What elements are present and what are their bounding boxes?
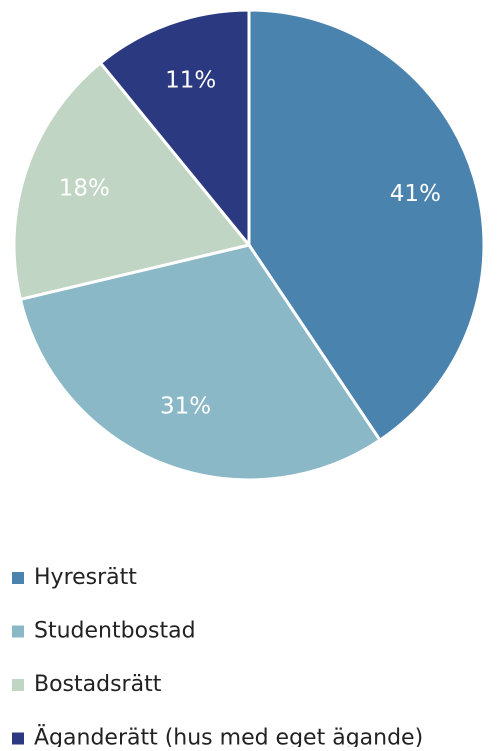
pie-slice [98,8,251,250]
legend-label: Äganderätt (hus med eget ägande) [34,725,423,748]
legend-label: Studentbostad [34,619,196,644]
legend-swatch [12,679,24,691]
pie-slice [12,60,252,302]
data-label: 41% [390,181,441,207]
legend-label: Hyresrätt [34,565,137,590]
pie-slice [18,243,383,482]
legend-swatch [12,732,24,745]
legend-swatch [12,625,24,638]
data-label: 31% [160,393,211,419]
legend-label: Bostadsrätt [34,672,162,697]
legend-swatch [12,572,24,584]
pie-slice [247,8,486,443]
data-label: 18% [59,176,110,202]
data-label: 11% [165,68,216,94]
